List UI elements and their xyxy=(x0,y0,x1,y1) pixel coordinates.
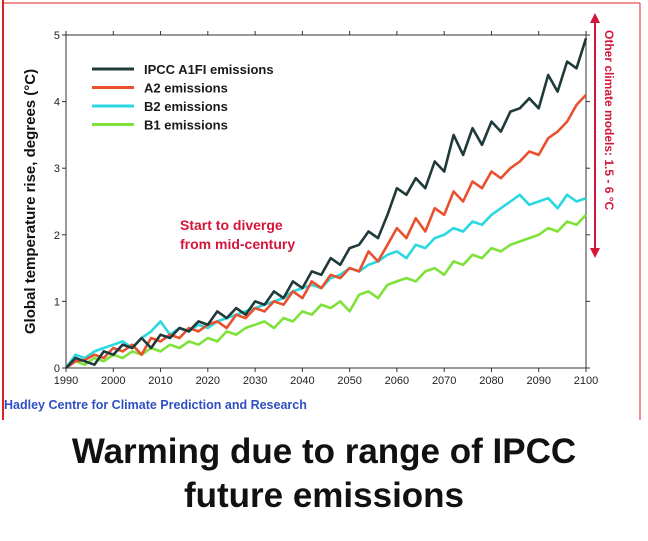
chart-figure: 0 1 2 3 4 5 1990 2000 2010 2020 2030 2040 2050 2060 20… xyxy=(2,0,641,420)
other-models-annotation: Other climate models: 1.5 - 6 °C xyxy=(602,30,616,211)
diverge-annotation: from mid-century xyxy=(180,236,295,252)
x-tick-label: 2090 xyxy=(526,375,550,387)
caption-line-1: Warming due to range of IPCC xyxy=(71,432,577,471)
series-line-b1 xyxy=(65,213,587,370)
legend-label: A2 emissions xyxy=(144,81,228,96)
y-tick-label: 5 xyxy=(54,30,60,42)
x-tick-label: 2060 xyxy=(385,375,409,387)
range-arrow-head-down xyxy=(590,248,600,258)
y-tick-label: 2 xyxy=(54,230,60,242)
x-tick-label: 1990 xyxy=(54,375,78,387)
caption-line-2: future emissions xyxy=(183,476,465,515)
legend-label: B1 emissions xyxy=(144,118,228,133)
x-tick-label: 2070 xyxy=(432,375,456,387)
x-tick-label: 2010 xyxy=(148,375,172,387)
x-tick-label: 2000 xyxy=(101,375,125,387)
range-arrow-head-up xyxy=(590,13,600,23)
y-tick-label: 0 xyxy=(54,363,60,375)
credit-text: Hadley Centre for Climate Prediction and… xyxy=(4,398,307,412)
x-tick-label: 2100 xyxy=(574,375,598,387)
y-tick-label: 1 xyxy=(54,296,60,308)
temperature-chart: 0 1 2 3 4 5 1990 2000 2010 2020 2030 2040 2050 2060 20… xyxy=(2,0,641,420)
series-line-a2 xyxy=(65,94,587,370)
legend-label: B2 emissions xyxy=(144,99,228,114)
plot-area xyxy=(65,34,587,369)
x-tick-label: 2040 xyxy=(290,375,314,387)
y-axis-label: Global temperature rise, degrees (°C) xyxy=(22,69,39,334)
y-tick-label: 3 xyxy=(54,163,60,175)
diverge-annotation: Start to diverge xyxy=(180,217,283,233)
y-tick-label: 4 xyxy=(54,97,60,109)
legend-label: IPCC A1FI emissions xyxy=(144,62,274,77)
x-tick-label: 2050 xyxy=(337,375,361,387)
series-line-a1fi xyxy=(65,37,588,369)
x-tick-label: 2030 xyxy=(243,375,267,387)
x-tick-label: 2020 xyxy=(196,375,220,387)
x-tick-label: 2080 xyxy=(479,375,503,387)
